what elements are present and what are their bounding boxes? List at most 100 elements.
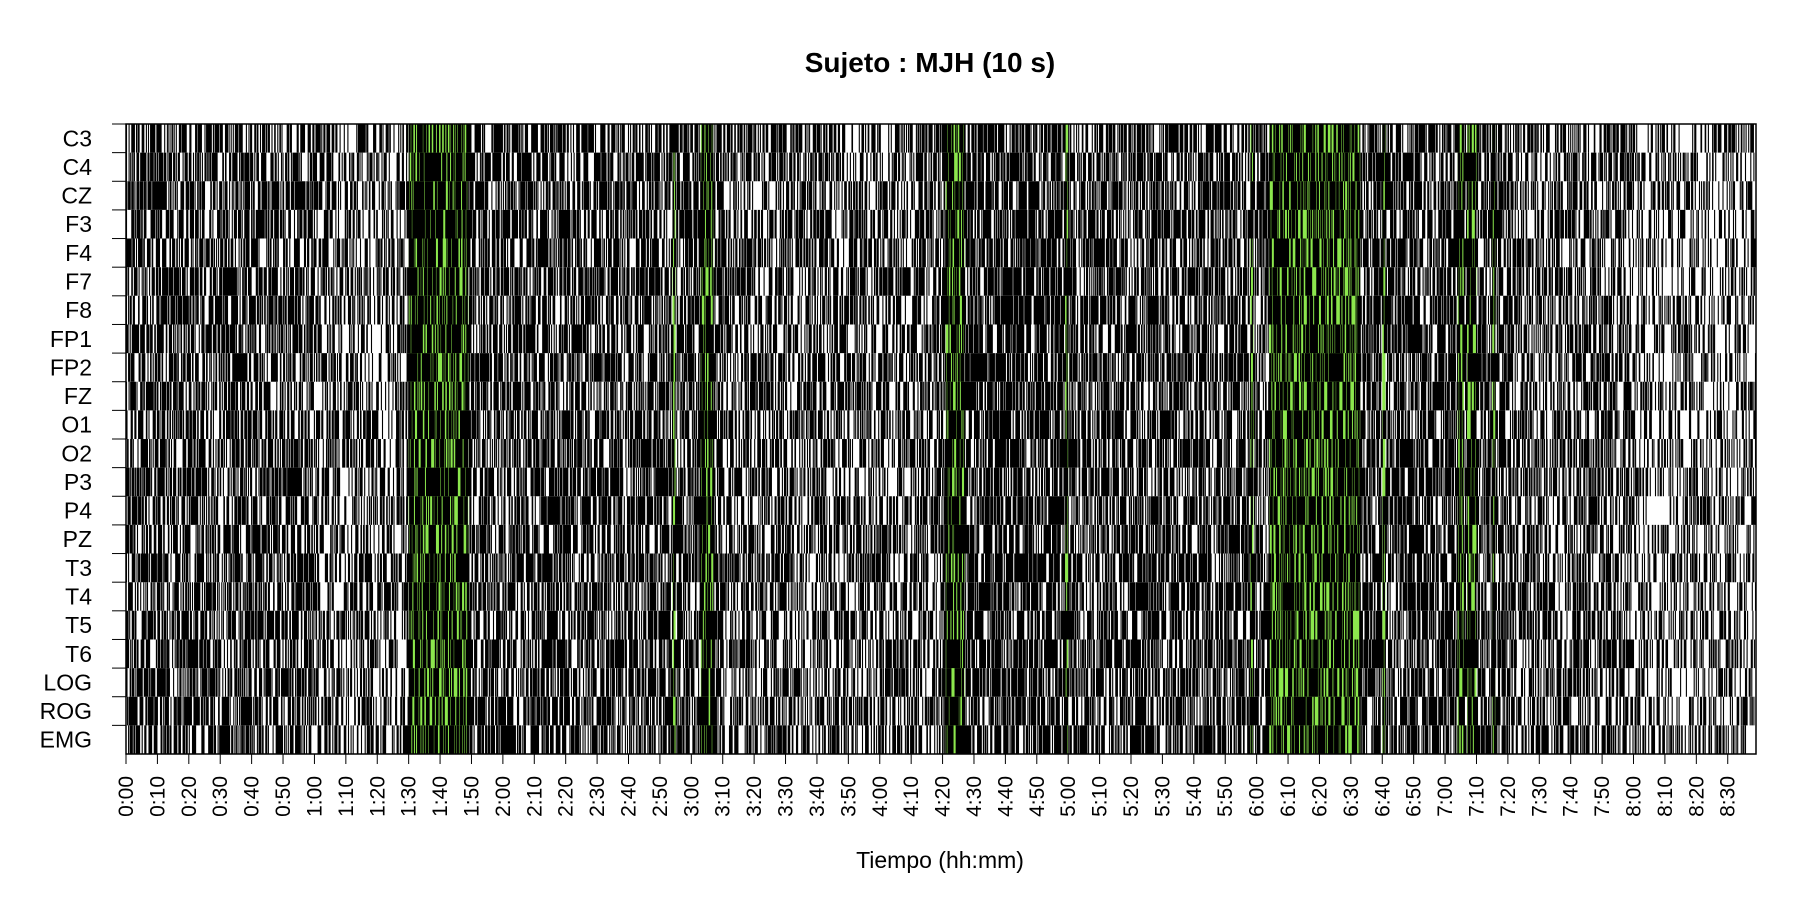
channel-marks-log <box>125 668 1753 697</box>
y-tick-label-c3: C3 <box>63 125 92 151</box>
channel-row-p4 <box>127 496 1756 525</box>
x-tick-label: 4:10 <box>900 776 923 817</box>
x-tick-label: 7:10 <box>1466 776 1489 817</box>
y-tick-label-c4: C4 <box>63 154 93 180</box>
y-tick-label-f4: F4 <box>65 240 92 266</box>
x-tick-label: 5:10 <box>1089 776 1112 817</box>
x-tick-label: 5:50 <box>1214 776 1237 817</box>
x-tick-label: 4:30 <box>963 776 986 817</box>
channel-row-cz <box>125 181 1753 210</box>
x-tick-label: 4:50 <box>1026 776 1049 817</box>
channel-row-rog <box>127 696 1755 726</box>
x-tick-label: 7:40 <box>1560 776 1583 817</box>
x-tick-label: 3:50 <box>837 776 860 817</box>
x-tick-label: 0:00 <box>115 776 138 817</box>
x-tick-label: 0:10 <box>146 776 169 817</box>
channel-row-f7 <box>125 267 1755 296</box>
highlight-interval-10 <box>1492 124 1496 754</box>
x-tick-label: 1:40 <box>429 776 452 817</box>
x-tick-label: 3:40 <box>806 776 829 817</box>
channel-row-c4 <box>125 152 1755 182</box>
epoch-marks-layer <box>125 124 1757 754</box>
x-tick-label: 0:20 <box>178 776 201 817</box>
x-tick-label: 2:10 <box>523 776 546 817</box>
y-tick-label-t3: T3 <box>65 555 92 581</box>
channel-marks-o1 <box>126 410 1756 439</box>
x-tick-label: 6:30 <box>1340 776 1363 817</box>
x-tick-label: 6:10 <box>1277 776 1300 817</box>
y-tick-label-pz: PZ <box>63 526 92 552</box>
y-tick-label-p4: P4 <box>64 498 92 524</box>
x-tick-label: 3:30 <box>775 776 798 817</box>
channel-row-fp2 <box>128 353 1757 382</box>
x-tick-label: 7:50 <box>1591 776 1614 817</box>
x-tick-label: 8:20 <box>1685 776 1708 817</box>
x-axis-label: Tiempo (hh:mm) <box>856 847 1024 873</box>
y-tick-label-o2: O2 <box>61 440 92 466</box>
x-tick-label: 4:40 <box>994 776 1017 817</box>
x-tick-label: 8:10 <box>1654 776 1677 817</box>
x-tick-label: 0:30 <box>209 776 232 817</box>
x-tick-label: 4:20 <box>932 776 955 817</box>
x-tick-label: 6:40 <box>1371 776 1394 817</box>
x-tick-label: 7:20 <box>1497 776 1520 817</box>
x-tick-label: 1:50 <box>461 776 484 817</box>
x-tick-label: 6:50 <box>1403 776 1426 817</box>
x-tick-label: 1:10 <box>335 776 358 817</box>
channel-marks-t3 <box>125 553 1755 583</box>
x-tick-label: 6:20 <box>1308 776 1331 817</box>
x-tick-label: 6:00 <box>1246 776 1269 817</box>
x-tick-label: 4:00 <box>869 776 892 817</box>
x-tick-label: 5:30 <box>1151 776 1174 817</box>
x-tick-label: 0:40 <box>241 776 264 817</box>
x-tick-label: 3:20 <box>743 776 766 817</box>
channel-marks-rog <box>127 696 1755 726</box>
channel-marks-f7 <box>125 267 1755 296</box>
channel-marks-p4 <box>127 496 1756 525</box>
x-tick-label: 1:00 <box>303 776 326 817</box>
x-tick-label: 8:30 <box>1717 776 1740 817</box>
y-tick-label-p3: P3 <box>64 469 92 495</box>
x-tick-label: 2:20 <box>555 776 578 817</box>
y-tick-label-fz: FZ <box>64 383 92 409</box>
y-tick-label-t4: T4 <box>65 584 92 610</box>
y-tick-label-rog: ROG <box>40 698 92 724</box>
x-axis: 0:00 0:10 0:20 0:30 0:40 0:50 1:00 1:10 1:20 1:30… <box>115 754 1740 817</box>
channel-row-t6 <box>125 639 1755 669</box>
x-tick-label: 2:40 <box>618 776 641 817</box>
x-tick-label: 5:20 <box>1120 776 1143 817</box>
channel-marks-t6 <box>125 639 1755 669</box>
channel-marks-f4 <box>126 238 1756 268</box>
x-tick-label: 7:00 <box>1434 776 1457 817</box>
y-tick-label-fp2: FP2 <box>50 354 92 380</box>
x-tick-label: 7:30 <box>1528 776 1551 817</box>
channel-marks-fp2 <box>128 353 1757 382</box>
channel-row-t3 <box>125 553 1755 583</box>
x-tick-label: 2:30 <box>586 776 609 817</box>
x-tick-label: 5:00 <box>1057 776 1080 817</box>
x-tick-label: 1:30 <box>398 776 421 817</box>
channel-marks-t4 <box>125 582 1757 611</box>
y-tick-label-log: LOG <box>43 669 92 695</box>
x-tick-label: 1:20 <box>366 776 389 817</box>
channel-row-emg <box>128 725 1747 754</box>
channel-marks-c4 <box>125 152 1755 182</box>
x-tick-label: 0:50 <box>272 776 295 817</box>
x-tick-label: 5:40 <box>1183 776 1206 817</box>
channel-row-f4 <box>126 238 1756 268</box>
y-tick-label-f3: F3 <box>65 211 92 237</box>
x-tick-label: 8:00 <box>1623 776 1646 817</box>
channel-row-t4 <box>125 582 1757 611</box>
channel-marks-cz <box>125 181 1753 210</box>
y-tick-label-t6: T6 <box>65 641 92 667</box>
x-tick-label: 2:50 <box>649 776 672 817</box>
x-tick-label: 2:00 <box>492 776 515 817</box>
channel-row-log <box>125 668 1753 697</box>
y-tick-label-t5: T5 <box>65 612 92 638</box>
channel-row-o1 <box>126 410 1756 439</box>
channel-marks-emg <box>128 725 1747 754</box>
y-tick-label-f8: F8 <box>65 297 92 323</box>
